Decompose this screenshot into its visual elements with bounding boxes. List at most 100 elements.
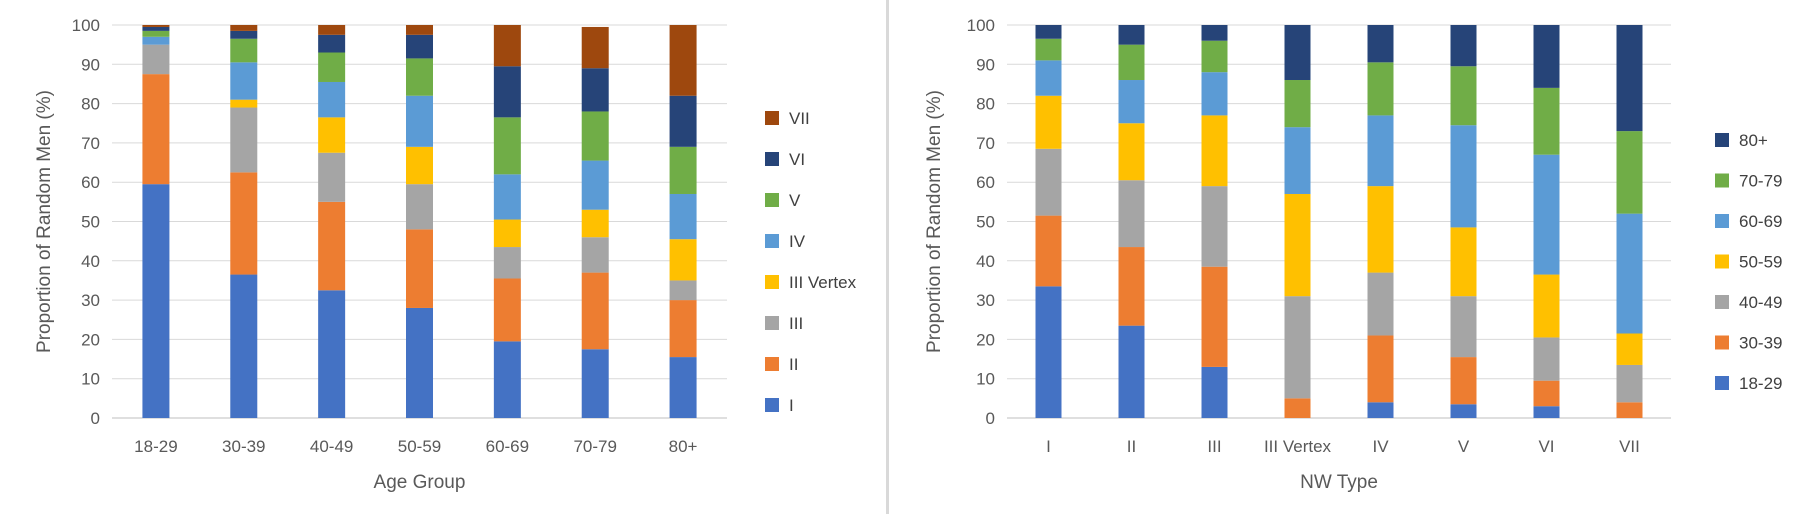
y-tick-label: 80 bbox=[976, 95, 995, 114]
y-tick-label: 90 bbox=[81, 55, 100, 74]
legend-label-iii: III bbox=[789, 314, 803, 333]
bar-iii-50-59 bbox=[406, 184, 433, 230]
y-tick-label: 50 bbox=[976, 213, 995, 232]
bar-60-69-iv bbox=[1367, 115, 1394, 187]
bar-i-40-49 bbox=[318, 290, 346, 418]
bar-iii-30-39 bbox=[230, 107, 258, 173]
legend-swatch-iv bbox=[765, 234, 779, 248]
bar-70-79-iii bbox=[1201, 40, 1228, 73]
legend-label-vii: VII bbox=[789, 109, 810, 128]
bar-v-40-49 bbox=[318, 52, 346, 82]
bar-40-49-iii bbox=[1201, 186, 1228, 267]
bar-vi-30-39 bbox=[230, 30, 258, 39]
x-tick-label: 50-59 bbox=[398, 437, 441, 456]
bar-70-79-v bbox=[1450, 66, 1477, 126]
bar-iii-60-69 bbox=[493, 247, 521, 279]
legend-swatch-i bbox=[765, 398, 779, 412]
bar-ii-70-79 bbox=[581, 272, 609, 350]
x-tick-label: IV bbox=[1372, 437, 1389, 456]
x-tick-label: 40-49 bbox=[310, 437, 353, 456]
bar-80-vi bbox=[1533, 25, 1560, 88]
x-tick-label: 30-39 bbox=[222, 437, 265, 456]
legend-swatch-80 bbox=[1715, 133, 1729, 147]
bar-ii-60-69 bbox=[493, 278, 521, 342]
bar-iv-40-49 bbox=[318, 81, 346, 118]
bar-iii-vertex-70-79 bbox=[581, 209, 609, 238]
bar-50-59-iii bbox=[1201, 115, 1228, 187]
legend-swatch-18-29 bbox=[1715, 376, 1729, 390]
legend-label-60-69: 60-69 bbox=[1739, 212, 1782, 231]
bar-vii-70-79 bbox=[581, 26, 609, 69]
bar-iii-vertex-50-59 bbox=[406, 146, 433, 185]
bar-80-ii bbox=[1118, 25, 1145, 45]
y-tick-label: 70 bbox=[976, 134, 995, 153]
bar-30-39-vii bbox=[1616, 402, 1643, 418]
bar-60-69-iii-vertex bbox=[1284, 127, 1311, 194]
bar-30-39-i bbox=[1035, 215, 1062, 287]
bar-v-60-69 bbox=[493, 117, 521, 175]
bar-ii-40-49 bbox=[318, 201, 346, 291]
bar-50-59-vi bbox=[1533, 274, 1560, 338]
legend-label-80: 80+ bbox=[1739, 131, 1768, 150]
bar-iii-vertex-60-69 bbox=[493, 219, 521, 248]
bar-70-79-ii bbox=[1118, 44, 1145, 81]
x-tick-label: V bbox=[1458, 437, 1470, 456]
legend-label-i: I bbox=[789, 396, 794, 415]
y-tick-label: 20 bbox=[976, 330, 995, 349]
legend-swatch-ii bbox=[765, 357, 779, 371]
bar-18-29-i bbox=[1035, 286, 1062, 418]
legend-label-50-59: 50-59 bbox=[1739, 253, 1782, 272]
bar-80-iv bbox=[1367, 25, 1394, 63]
y-tick-label: 60 bbox=[976, 173, 995, 192]
bar-40-49-vi bbox=[1533, 337, 1560, 381]
x-tick-label: 60-69 bbox=[486, 437, 529, 456]
bar-i-60-69 bbox=[493, 341, 521, 418]
legend-label-vi: VI bbox=[789, 150, 805, 169]
bars bbox=[1035, 25, 1643, 418]
x-tick-label: VII bbox=[1619, 437, 1640, 456]
bar-i-70-79 bbox=[581, 349, 609, 418]
bar-70-79-vii bbox=[1616, 131, 1643, 214]
legend-swatch-60-69 bbox=[1715, 214, 1729, 228]
bar-30-39-iii bbox=[1201, 266, 1228, 367]
bar-40-49-v bbox=[1450, 296, 1477, 358]
y-tick-label: 0 bbox=[986, 409, 995, 428]
bar-iii-vertex-30-39 bbox=[230, 99, 258, 108]
bar-50-59-iii-vertex bbox=[1284, 193, 1311, 297]
x-tick-label: I bbox=[1046, 437, 1051, 456]
bar-60-69-ii bbox=[1118, 80, 1145, 124]
bar-v-50-59 bbox=[406, 58, 433, 96]
bar-60-69-v bbox=[1450, 125, 1477, 228]
legend-label-v: V bbox=[789, 191, 801, 210]
bar-iv-18-29 bbox=[142, 36, 170, 45]
bar-60-69-vii bbox=[1616, 213, 1643, 334]
legend-label-70-79: 70-79 bbox=[1739, 172, 1782, 191]
bars bbox=[142, 25, 697, 418]
x-tick-label: VI bbox=[1538, 437, 1554, 456]
bar-v-80 bbox=[669, 146, 697, 194]
bar-iii-vertex-40-49 bbox=[318, 117, 346, 153]
bar-v-30-39 bbox=[230, 38, 258, 63]
y-axis-title: Proportion of Random Men (%) bbox=[924, 90, 945, 353]
bar-ii-30-39 bbox=[230, 172, 258, 275]
y-tick-label: 100 bbox=[967, 16, 995, 35]
bar-ii-18-29 bbox=[142, 74, 170, 185]
bar-40-49-iii-vertex bbox=[1284, 296, 1311, 399]
bar-iii-vertex-80 bbox=[669, 239, 697, 281]
bar-50-59-vii bbox=[1616, 333, 1643, 365]
y-tick-label: 70 bbox=[81, 134, 100, 153]
x-tick-label: III Vertex bbox=[1264, 437, 1332, 456]
bar-vii-60-69 bbox=[493, 25, 521, 67]
bar-30-39-v bbox=[1450, 357, 1477, 405]
panel-divider bbox=[886, 0, 889, 514]
bar-70-79-vi bbox=[1533, 87, 1560, 155]
legend-swatch-v bbox=[765, 193, 779, 207]
bar-v-70-79 bbox=[581, 111, 609, 161]
y-tick-label: 10 bbox=[81, 370, 100, 389]
legend-label-ii: II bbox=[789, 355, 798, 374]
legend-label-30-39: 30-39 bbox=[1739, 334, 1782, 353]
bar-iv-30-39 bbox=[230, 62, 258, 100]
